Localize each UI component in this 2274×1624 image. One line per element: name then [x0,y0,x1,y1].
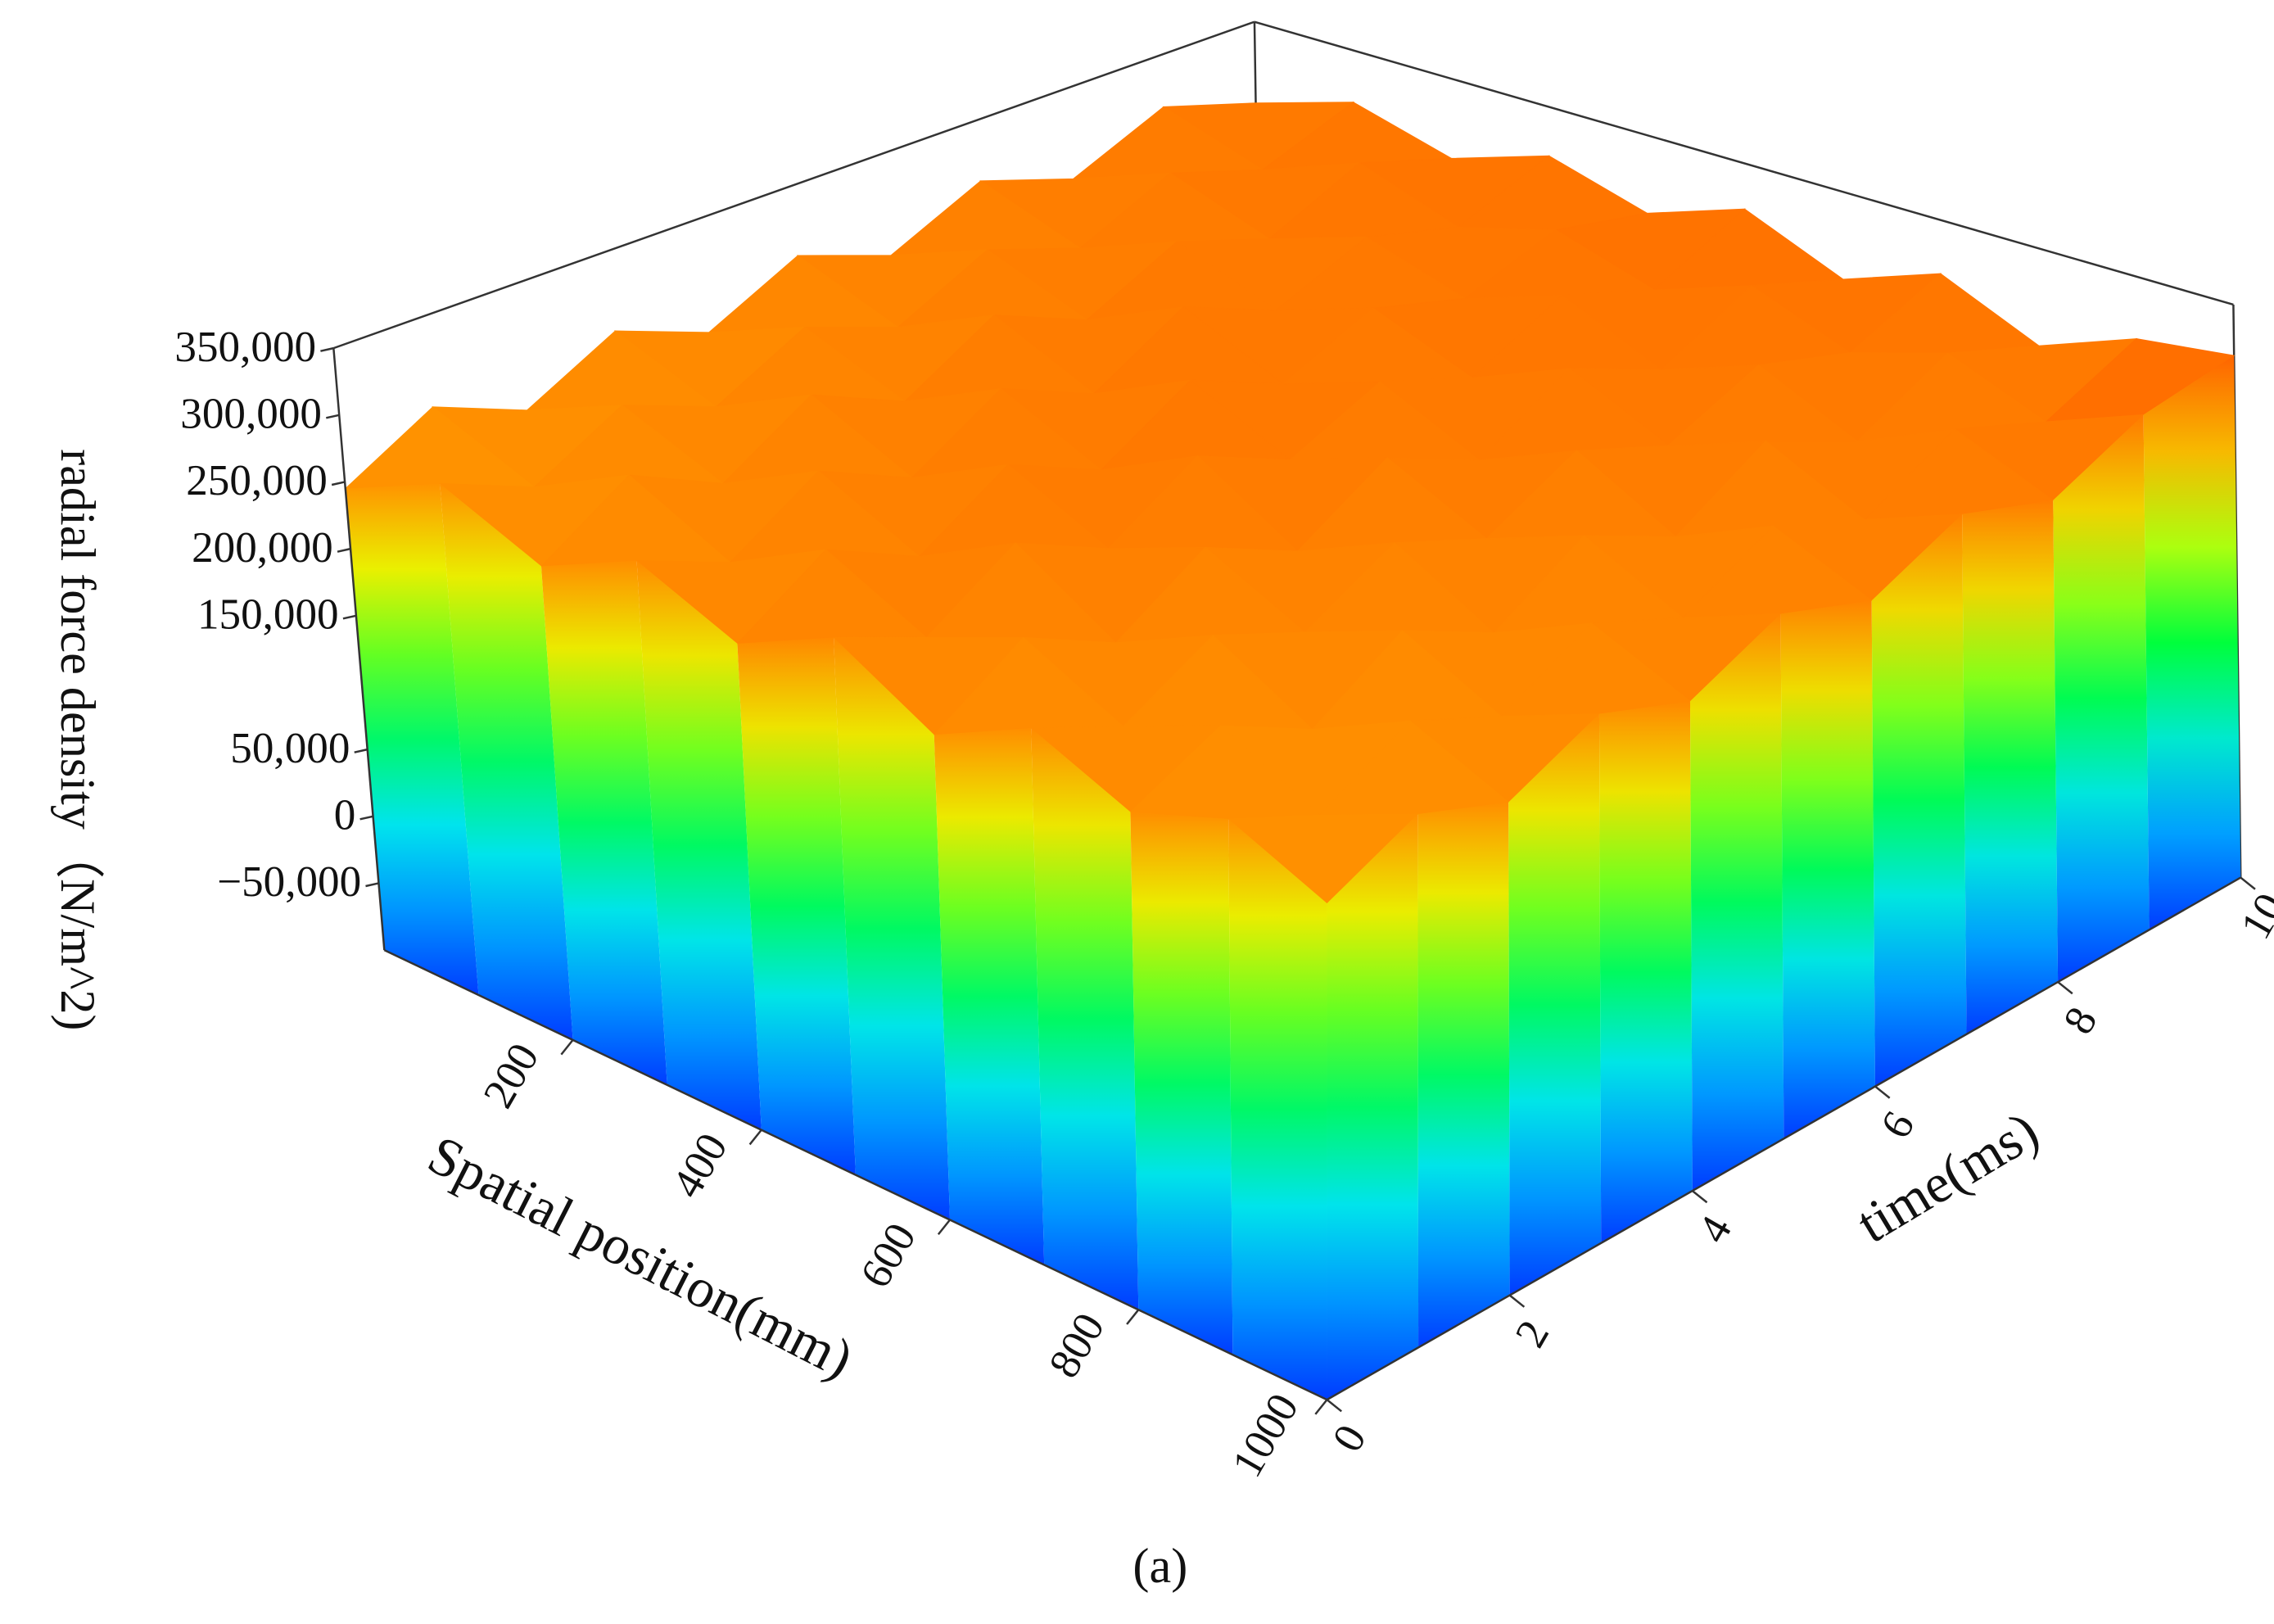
axis-frame [2232,304,2242,878]
z-tick [342,614,357,620]
z-tick [365,882,379,888]
z-tick-label: 300,000 [180,391,322,438]
surface-skirt [1417,802,1510,1348]
surface-skirt [1031,728,1139,1310]
surface-skirt [2143,355,2241,930]
y-tick [1692,1190,1708,1204]
y-tick [1874,1085,1891,1099]
surface-skirt [1689,613,1784,1192]
z-tick-label: −50,000 [217,858,361,906]
z-tick-label: 200,000 [192,524,333,572]
x-tick-label: 200 [475,1036,549,1116]
y-tick-label: 6 [1872,1104,1924,1147]
z-tick [337,547,351,553]
z-tick [359,815,373,821]
y-tick-label: 2 [1507,1313,1559,1355]
surface-skirt [1780,600,1875,1139]
z-tick [326,414,340,419]
axis-frame [1326,876,2241,1401]
surface-skirt [1598,701,1693,1243]
z-tick-label: 250,000 [186,457,328,504]
surface-skirt [737,637,856,1175]
z-axis-title: radial force density（N/m^2) [50,449,105,1030]
x-tick-label: 1000 [1223,1386,1308,1485]
surface-skirt [834,637,951,1220]
z-tick-label: 50,000 [230,725,350,772]
z-tick [320,346,334,352]
x-tick-label: 600 [852,1215,925,1296]
z-tick-label: 150,000 [197,591,339,639]
surface-skirt [440,483,573,1040]
axis-frame [1254,20,2234,306]
z-tick [331,481,346,486]
axis-frame [332,20,1255,350]
y-tick [1508,1294,1526,1308]
z-tick-label: 0 [334,792,356,839]
y-tick-label: 8 [2055,999,2107,1042]
surface-skirt [540,560,667,1085]
x-tick-label: 800 [1040,1305,1114,1386]
surface-skirt [636,560,762,1130]
x-tick-label: 400 [663,1125,737,1206]
surface-skirt [345,483,479,996]
surface-skirt [1327,814,1419,1400]
surface-skirt [2053,414,2150,983]
x-tick [937,1219,952,1236]
surface-skirt [1130,812,1233,1355]
surface-skirt [1962,500,2059,1034]
surface-skirt [934,728,1045,1265]
x-tick [1126,1309,1140,1325]
y-tick [2057,981,2073,995]
y-tick-label: 0 [1323,1417,1376,1459]
x-tick [560,1039,574,1056]
y-tick [1326,1399,1342,1413]
y-tick [2240,876,2256,890]
z-tick [354,748,368,753]
surface-skirt [1508,713,1602,1296]
x-tick [748,1129,762,1146]
surface-skirt [1228,818,1327,1400]
y-tick-label: 10 [2232,885,2274,947]
z-tick-label: 350,000 [174,323,316,371]
surface-skirt [1871,513,1967,1087]
x-tick [1314,1399,1328,1415]
y-tick-label: 4 [1689,1208,1742,1251]
x-axis-title: Spatial position(mm) [419,1124,863,1391]
caption: (a) [1132,1539,1187,1594]
axis-frame [332,348,386,951]
axis-frame [383,948,1328,1401]
